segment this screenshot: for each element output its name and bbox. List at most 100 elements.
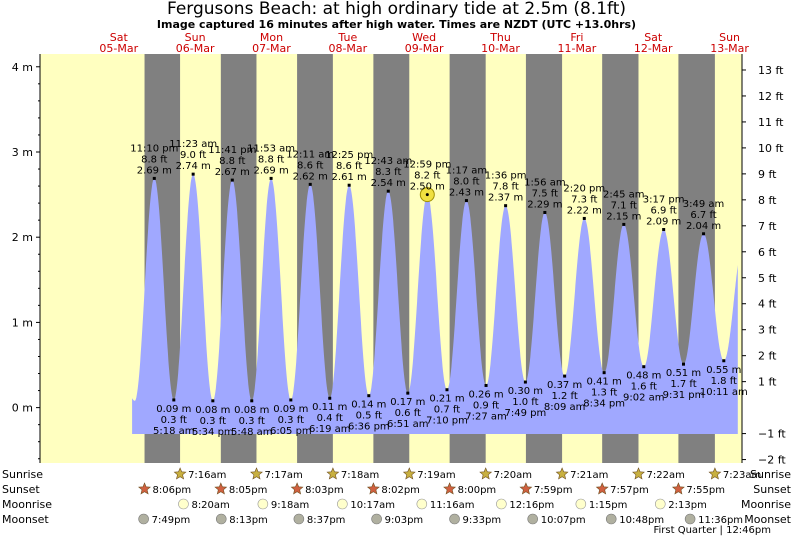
day-date-label: 05-Mar (99, 42, 138, 55)
right-axis-label: 12 ft (758, 90, 784, 103)
moonset-icon (138, 513, 149, 525)
low-tide-meters: 0.51 m (666, 368, 701, 379)
low-tide-feet: 0.7 ft (434, 405, 460, 416)
tide-point-marker (191, 172, 195, 176)
high-tide-meters: 2.67 m (215, 167, 250, 178)
tide-point-marker (386, 189, 390, 193)
sunset-icon (671, 482, 685, 495)
right-axis-label: 5 ft (758, 272, 777, 285)
sunset-icon (595, 482, 609, 495)
moonset-time: 10:48pm (619, 515, 664, 526)
tide-point-marker (308, 182, 312, 186)
high-tide-feet: 9.0 ft (180, 150, 206, 161)
row-label-left: Sunset (2, 483, 40, 496)
high-tide-meters: 2.50 m (410, 182, 445, 193)
sunrise-time: 7:21am (570, 470, 608, 481)
high-tide-meters: 2.09 m (646, 217, 681, 228)
low-tide-feet: 1.0 ft (512, 397, 538, 408)
high-tide-time: 1:36 pm (485, 171, 527, 182)
sunset-time: 7:57pm (610, 485, 649, 496)
high-tide-meters: 2.15 m (606, 211, 641, 222)
high-tide-feet: 8.6 ft (297, 160, 323, 171)
moonset-time: 11:36pm (698, 515, 743, 526)
tide-point-marker (543, 210, 547, 214)
sunrise-time: 7:20am (494, 470, 532, 481)
day-date-label: 07-Mar (252, 42, 291, 55)
low-tide-time: 10:11 am (700, 387, 748, 398)
tide-point-marker (622, 222, 626, 226)
sunrise-icon (555, 467, 569, 480)
high-tide-feet: 7.8 ft (492, 182, 518, 193)
tide-point-marker (172, 398, 176, 402)
sunset-icon (290, 482, 304, 495)
high-tide-meters: 2.22 m (567, 205, 602, 216)
high-tide-feet: 7.5 ft (532, 188, 558, 199)
sunrise-time: 7:23am (723, 470, 761, 481)
sunset-icon (138, 482, 151, 495)
right-axis-label: 4 ft (758, 298, 777, 311)
day-name-label: Sun (719, 31, 740, 44)
moonrise-icon (416, 498, 428, 510)
high-tide-time: 3:49 am (683, 199, 725, 210)
day-name-label: Mon (260, 31, 283, 44)
tide-point-marker (642, 365, 646, 369)
moonset-icon (215, 513, 227, 525)
moonset-time: 9:03pm (385, 515, 424, 526)
high-tide-feet: 7.3 ft (571, 194, 597, 205)
low-tide-feet: 0.3 ft (239, 416, 265, 427)
low-tide-feet: 1.2 ft (551, 391, 577, 402)
high-tide-meters: 2.74 m (176, 161, 211, 172)
tide-point-marker (702, 232, 706, 236)
high-tide-time: 2:20 pm (563, 183, 605, 194)
sunset-icon (443, 482, 457, 495)
high-tide-time: 11:23 am (169, 139, 217, 150)
low-tide-meters: 0.41 m (587, 377, 622, 388)
right-axis-label: −1 ft (758, 428, 786, 441)
low-tide-feet: 0.5 ft (356, 411, 382, 422)
high-tide-feet: 8.3 ft (375, 167, 401, 178)
day-date-label: 09-Mar (405, 42, 444, 55)
moonset-time: 10:07pm (541, 515, 586, 526)
day-name-label: Thu (489, 31, 511, 44)
row-label-right: Sunrise (750, 468, 791, 481)
low-tide-meters: 0.11 m (312, 402, 347, 413)
right-axis-label: 10 ft (758, 142, 784, 155)
moonrise-icon (496, 498, 507, 510)
low-tide-feet: 0.3 ft (278, 415, 304, 426)
sunrise-time: 7:18am (341, 470, 379, 481)
low-tide-meters: 0.48 m (626, 371, 661, 382)
tide-point-marker (582, 216, 586, 220)
tide-point-marker (367, 394, 371, 398)
tide-point-marker (484, 383, 488, 387)
low-tide-feet: 1.8 ft (711, 376, 737, 387)
high-tide-meters: 2.69 m (137, 165, 172, 176)
low-tide-feet: 1.3 ft (591, 388, 617, 399)
low-tide-meters: 0.09 m (273, 404, 308, 415)
high-tide-meters: 2.54 m (371, 178, 406, 189)
tide-point-marker (250, 399, 254, 403)
low-tide-time: 9:02 am (623, 393, 665, 404)
moonrise-time: 12:16pm (509, 500, 554, 511)
moonset-icon (449, 513, 460, 525)
left-axis-label: 3 m (12, 146, 33, 159)
right-axis-label: 6 ft (758, 246, 777, 259)
moonset-icon (371, 513, 382, 525)
moonset-icon (293, 513, 305, 525)
moonset-time: 8:37pm (307, 515, 346, 526)
tide-point-marker (504, 204, 508, 208)
moonrise-time: 2:13pm (668, 500, 707, 511)
tide-point-marker (211, 399, 215, 403)
day-date-label: 13-Mar (710, 42, 749, 55)
tide-point-marker (662, 228, 666, 232)
tide-point-marker (682, 362, 686, 366)
sunrise-icon (402, 467, 416, 480)
low-tide-feet: 1.7 ft (670, 379, 696, 390)
right-axis-label: −2 ft (758, 454, 786, 467)
high-tide-time: 11:41 pm (208, 145, 256, 156)
day-name-label: Wed (412, 31, 436, 44)
high-tide-meters: 2.04 m (686, 221, 721, 232)
sunrise-time: 7:16am (188, 470, 226, 481)
moonrise-time: 10:17am (350, 500, 395, 511)
tide-point-marker (406, 391, 410, 395)
